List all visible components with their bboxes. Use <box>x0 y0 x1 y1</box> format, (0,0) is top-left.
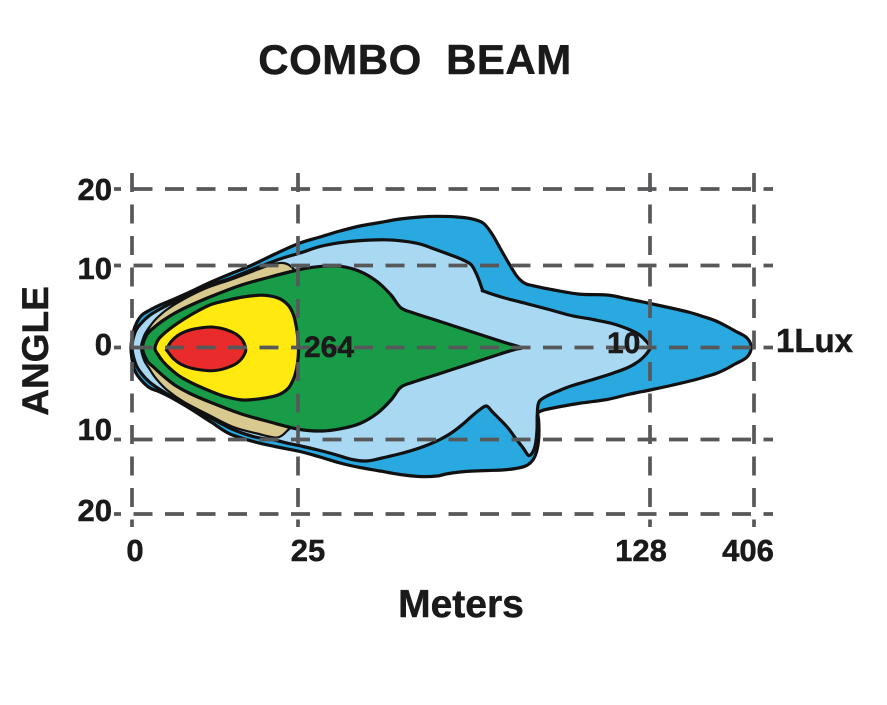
svg-text:COMBO BEAM: COMBO BEAM <box>258 36 572 83</box>
svg-text:20: 20 <box>78 172 112 207</box>
svg-text:0: 0 <box>126 533 143 568</box>
svg-text:406: 406 <box>722 533 774 568</box>
svg-text:10: 10 <box>78 412 112 447</box>
svg-text:264: 264 <box>304 331 354 364</box>
svg-text:25: 25 <box>291 533 325 568</box>
svg-text:128: 128 <box>615 533 667 568</box>
svg-text:1Lux: 1Lux <box>776 322 854 359</box>
svg-text:10: 10 <box>607 327 640 360</box>
svg-text:Meters: Meters <box>398 583 524 626</box>
svg-text:0: 0 <box>95 327 112 362</box>
svg-text:ANGLE: ANGLE <box>15 286 56 416</box>
svg-text:20: 20 <box>78 493 112 528</box>
svg-text:10: 10 <box>78 251 112 286</box>
